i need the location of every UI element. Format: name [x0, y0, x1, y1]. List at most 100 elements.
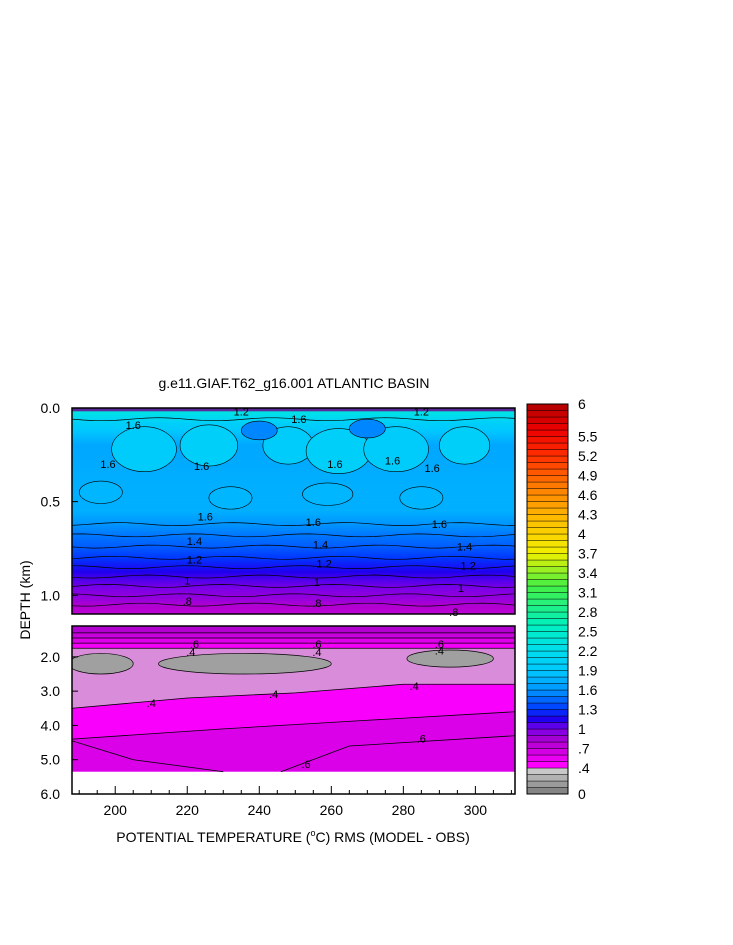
- upper-band: [72, 503, 515, 506]
- x-tick-label: 200: [104, 802, 128, 818]
- upper-contour-label: 1.6: [327, 459, 342, 471]
- colorbar-box: [526, 767, 569, 775]
- upper-y-ticks: 0.0 0.5 1.0: [41, 400, 78, 603]
- upper-band: [72, 512, 515, 516]
- upper-band: [72, 572, 515, 576]
- upper-band: [72, 608, 515, 611]
- colorbar-box: [526, 631, 569, 639]
- colorbar-box: [526, 462, 569, 470]
- colorbar-label: .4: [578, 760, 590, 776]
- upper-band: [72, 488, 515, 491]
- lower-contour-label: .6: [190, 639, 199, 651]
- upper-contour-line: [72, 417, 515, 422]
- upper-contour-label: 1.6: [385, 455, 400, 467]
- upper-contour-label: 1.2: [316, 558, 331, 570]
- upper-band: [72, 471, 515, 475]
- upper-band: [72, 535, 515, 538]
- upper-band: [72, 424, 515, 428]
- lower-y-tick-label: 6.0: [41, 786, 61, 802]
- upper-band: [72, 582, 515, 585]
- upper-band: [72, 612, 515, 614]
- upper-contour-label: 1: [184, 575, 190, 587]
- upper-band: [72, 561, 515, 565]
- colorbar-box: [526, 514, 569, 522]
- upper-band: [72, 415, 515, 418]
- upper-blob: [78, 480, 123, 504]
- lower-contour-label: .4: [186, 647, 195, 659]
- colorbar-label: 5.2: [578, 448, 598, 464]
- upper-band: [72, 606, 515, 609]
- upper-band: [72, 518, 515, 521]
- lower-y-ticks: 2.0 3.0 4.0 5.0 6.0: [41, 649, 78, 802]
- upper-contour-label: 1.6: [194, 461, 209, 473]
- lower-y-tick-label: 3.0: [41, 683, 61, 699]
- colorbar-box: [526, 546, 569, 554]
- colorbar-label: 1.3: [578, 702, 598, 718]
- upper-band: [72, 580, 515, 583]
- upper-band: [72, 479, 515, 482]
- lower-contour-label: .4: [147, 698, 156, 710]
- upper-contour-label: 1: [458, 583, 464, 595]
- colorbar-box: [526, 624, 569, 632]
- upper-band: [72, 511, 515, 514]
- colorbar-box: [526, 436, 569, 444]
- colorbar-box: [526, 403, 569, 411]
- colorbar-box: [526, 429, 569, 437]
- colorbar-box: [526, 663, 569, 671]
- upper-band: [72, 570, 515, 574]
- upper-band: [72, 546, 515, 550]
- colorbar-box: [526, 637, 569, 645]
- colorbar-box: [526, 410, 569, 418]
- x-tick-label: 240: [248, 802, 272, 818]
- upper-band: [72, 540, 515, 544]
- lower-contour-label: .6: [302, 759, 311, 771]
- upper-band: [72, 509, 515, 512]
- colorbar-box: [526, 449, 569, 457]
- colorbar-label: 2.8: [578, 604, 598, 620]
- colorbar-box: [526, 585, 569, 593]
- upper-contour-label: 1.6: [306, 517, 321, 529]
- upper-band: [72, 591, 515, 594]
- colorbar-box: [526, 754, 569, 762]
- colorbar-box: [526, 774, 569, 782]
- upper-band: [72, 548, 515, 551]
- upper-band: [72, 516, 515, 520]
- lower-contour-line: [280, 735, 515, 773]
- upper-panel-frame: [71, 407, 516, 615]
- colorbar-box: [526, 611, 569, 619]
- upper-panel-fill: [72, 408, 515, 614]
- upper-band: [72, 507, 515, 510]
- colorbar-box: [526, 650, 569, 658]
- upper-band: [72, 413, 515, 417]
- upper-blob: [363, 426, 429, 472]
- upper-band: [72, 569, 515, 572]
- colorbar-box: [526, 553, 569, 561]
- upper-band: [72, 422, 515, 426]
- upper-contour-label: 1.6: [126, 420, 141, 432]
- upper-band: [72, 482, 515, 486]
- upper-band: [72, 597, 515, 600]
- colorbar-box: [526, 442, 569, 450]
- colorbar-box: [526, 423, 569, 431]
- colorbar-labels: 6 5.5 5.2 4.9 4.6 4.3 4 3.7 3.4 3.1 2.8 2.5 2.2 1.9 1.…: [578, 396, 598, 802]
- upper-y-tick-label: 0.5: [41, 494, 61, 510]
- colorbar-label: 4.6: [578, 487, 598, 503]
- lower-contour-label: .4: [435, 646, 444, 658]
- upper-band: [72, 552, 515, 555]
- x-axis-label-part2: C) RMS (MODEL - OBS): [315, 829, 469, 845]
- upper-blob: [179, 424, 238, 467]
- upper-blob: [240, 420, 278, 441]
- lower-contour-label: .6: [417, 733, 426, 745]
- colorbar-box: [526, 676, 569, 684]
- colorbar-box: [526, 416, 569, 424]
- colorbar-label: 3.1: [578, 585, 598, 601]
- upper-band: [72, 464, 515, 467]
- lower-panel-frame: [71, 625, 516, 795]
- upper-contour-label: 1.2: [187, 555, 202, 567]
- upper-band: [72, 497, 515, 501]
- upper-y-tick-label: 1.0: [41, 587, 61, 603]
- upper-band: [72, 531, 515, 535]
- colorbar-label: 1.6: [578, 682, 598, 698]
- colorbar-label: .7: [578, 741, 590, 757]
